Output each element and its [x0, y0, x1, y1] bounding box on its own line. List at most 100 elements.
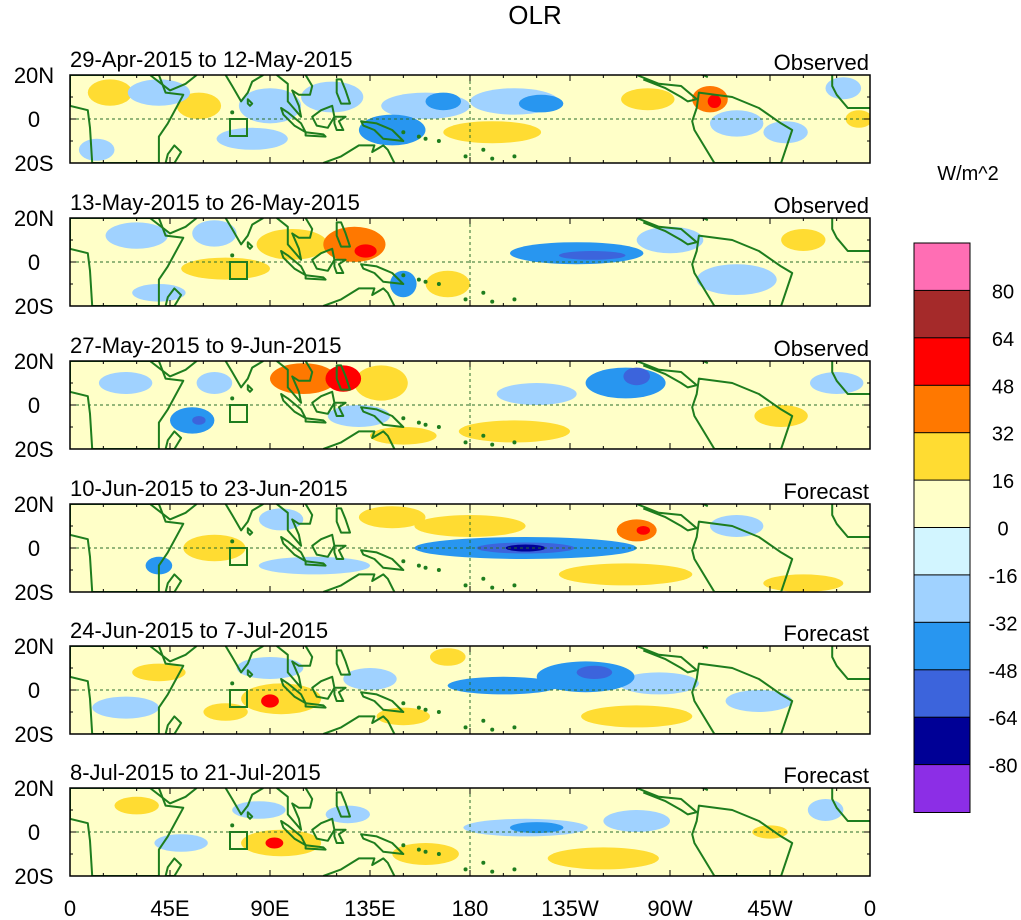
- x-tick-label: 45W: [747, 896, 792, 920]
- coastline: [636, 218, 698, 246]
- anomaly-cell: [414, 515, 526, 537]
- y-tick-label: 0: [28, 536, 40, 561]
- island: [512, 867, 517, 872]
- coastline: [70, 646, 185, 734]
- anomaly-cell: [238, 88, 302, 124]
- island: [490, 442, 495, 447]
- coastline: [360, 406, 405, 428]
- colorbar-label: -80: [989, 756, 1018, 778]
- colorbar-label: 32: [992, 424, 1014, 446]
- island: [401, 273, 406, 278]
- island: [463, 297, 468, 302]
- colorbar-swatch: [913, 527, 971, 576]
- anomaly-cell: [258, 508, 304, 531]
- y-tick-label: 20S: [14, 722, 53, 747]
- coastline: [322, 857, 396, 876]
- island: [481, 147, 486, 152]
- island: [423, 707, 428, 712]
- coastline: [831, 504, 870, 538]
- island: [423, 422, 428, 427]
- x-tick-label: 45E: [150, 896, 189, 920]
- coastline: [224, 504, 264, 532]
- y-tick-label: 20N: [14, 492, 54, 517]
- coastline: [276, 646, 314, 689]
- coastline: [636, 504, 698, 532]
- coastline: [831, 361, 870, 395]
- y-tick-label: 0: [28, 250, 40, 275]
- anomaly-cell: [325, 365, 362, 392]
- coastline: [322, 144, 396, 163]
- coastline: [691, 520, 794, 592]
- anomaly-cell: [261, 694, 279, 708]
- island: [463, 583, 468, 588]
- coastline: [246, 98, 254, 107]
- coastline: [164, 715, 183, 734]
- coastline: [335, 78, 351, 105]
- anomaly-cell: [763, 121, 808, 144]
- coastline: [360, 263, 405, 285]
- island: [401, 130, 406, 135]
- coastline: [831, 218, 870, 252]
- coastline: [636, 75, 698, 103]
- coastline: [360, 549, 405, 571]
- coastline: [333, 686, 347, 702]
- coastline: [335, 507, 351, 534]
- colorbar-swatch: [913, 764, 971, 813]
- coastline: [304, 560, 327, 567]
- y-tick-label: 20S: [14, 294, 53, 319]
- panel-kind: Forecast: [783, 621, 869, 646]
- coastlines: [70, 788, 870, 876]
- coastline: [224, 361, 264, 389]
- colorbar-label: 0: [997, 519, 1008, 541]
- anomaly-cell: [558, 251, 626, 260]
- coastline: [149, 646, 198, 663]
- coastline: [276, 218, 314, 261]
- anomaly-field: [114, 796, 844, 870]
- coastline: [322, 287, 396, 306]
- panel-1: 20N 0 20S 29-Apr-2015 to 12-May-2015 Observe…: [14, 47, 871, 176]
- island: [423, 136, 428, 141]
- coastline: [304, 131, 327, 138]
- island: [463, 154, 468, 159]
- anomaly-cell: [301, 81, 364, 113]
- anomaly-cell: [192, 416, 206, 425]
- coastline: [333, 828, 347, 844]
- y-tick-label: 0: [28, 107, 40, 132]
- coastline: [698, 646, 709, 650]
- anomaly-cell: [430, 648, 466, 666]
- coastline: [698, 504, 709, 508]
- anomaly-cell: [618, 672, 699, 695]
- coastline: [691, 804, 794, 876]
- island: [490, 299, 495, 304]
- island: [436, 282, 441, 286]
- colorbar-label: -16: [989, 566, 1018, 588]
- anomaly-cell: [496, 383, 577, 405]
- island: [230, 396, 235, 401]
- coastline: [691, 662, 794, 734]
- coastlines: [70, 218, 870, 306]
- island: [463, 440, 468, 445]
- coastline: [333, 401, 347, 417]
- colorbar: W/m^2 80 64 48 32 16 0 -16 -32 -48 -64 -80: [913, 163, 1018, 813]
- coastline: [636, 646, 698, 674]
- coastline: [304, 844, 327, 851]
- anomaly-cell: [707, 94, 722, 108]
- coastline: [149, 218, 198, 235]
- colorbar-swatch: [913, 337, 971, 387]
- island: [423, 849, 428, 854]
- y-tick-label: 20N: [14, 349, 54, 374]
- y-tick-label: 20N: [14, 206, 54, 231]
- coastline: [224, 218, 264, 246]
- island: [230, 253, 235, 258]
- anomaly-cell: [78, 138, 115, 161]
- island: [401, 559, 406, 564]
- y-tick-label: 20S: [14, 437, 53, 462]
- coastline: [636, 361, 698, 389]
- island: [230, 681, 235, 686]
- anomaly-cell: [132, 663, 186, 682]
- coastline: [246, 527, 254, 536]
- anomaly-cell: [192, 220, 237, 247]
- island: [416, 847, 421, 852]
- colorbar-label: 16: [992, 471, 1014, 493]
